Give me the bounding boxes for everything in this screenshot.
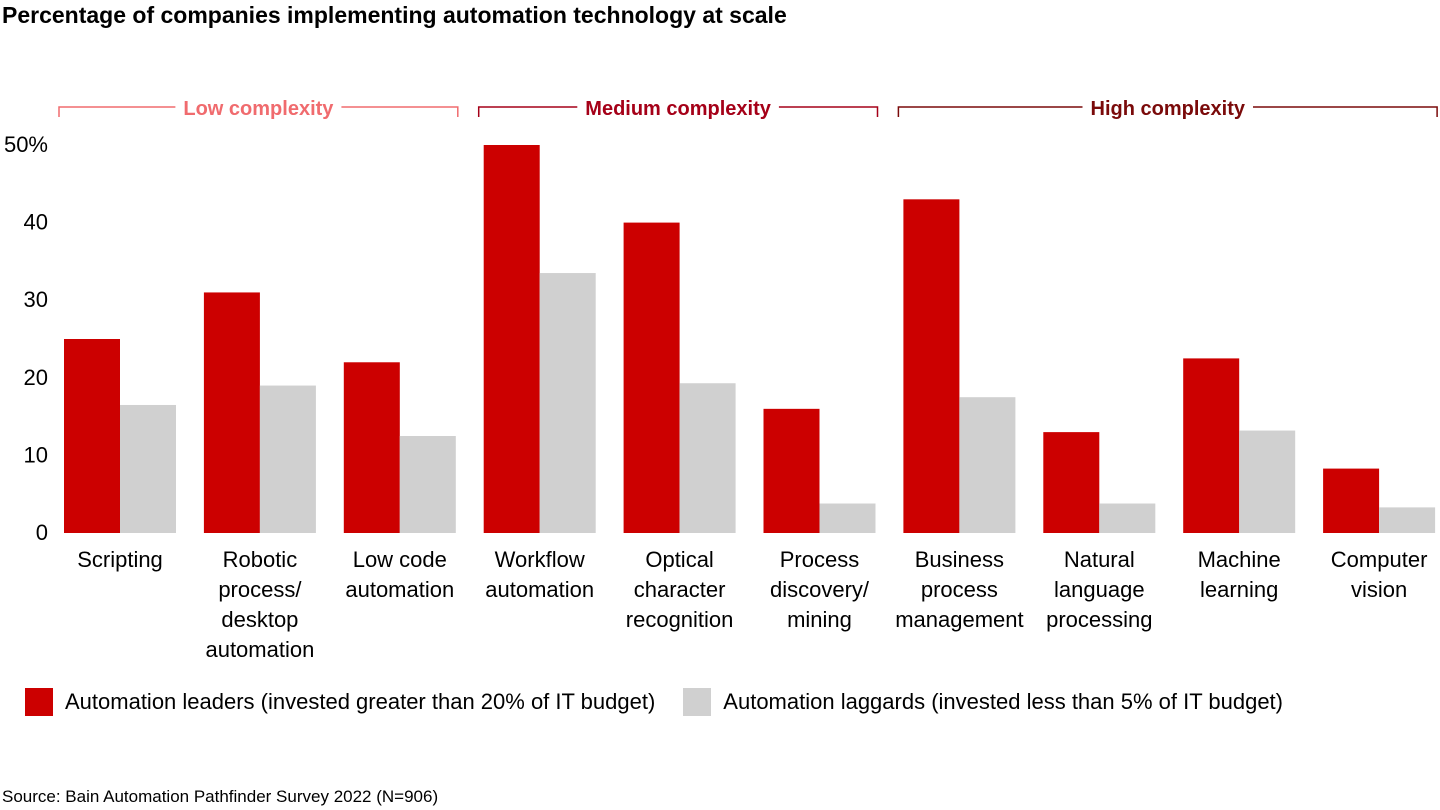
bar-laggards (1379, 507, 1436, 533)
y-tick-label: 40 (24, 210, 48, 235)
group-high-complexity: High complexity (897, 98, 1438, 120)
legend-label-leaders: Automation leaders (invested greater tha… (65, 689, 656, 714)
bar-leaders (203, 292, 260, 533)
x-tick-label: Computer vision (1331, 547, 1428, 602)
group-label: Low complexity (183, 98, 334, 120)
bar-leaders (903, 199, 960, 533)
x-tick-label: Machine learning (1198, 547, 1281, 602)
bar-leaders (1043, 432, 1100, 533)
legend-item-leaders: Automation leaders (invested greater tha… (25, 688, 655, 716)
y-tick-label: 10 (24, 442, 48, 467)
group-bracket (897, 106, 1438, 117)
bars (64, 145, 1436, 533)
group-medium-complexity: Medium complexity (477, 98, 879, 120)
group-low-complexity: Low complexity (58, 98, 459, 120)
x-tick-label: Robotic process/desktop automation (205, 547, 314, 662)
group-label: High complexity (1091, 98, 1246, 120)
bar-leaders (623, 222, 680, 533)
complexity-groups: Low complexity Medium complexity High comp… (58, 98, 1438, 120)
bar-leaders (763, 408, 820, 533)
bar-leaders (64, 339, 120, 533)
y-tick-label: 30 (24, 287, 48, 312)
x-tick-label: Process discovery/mining (770, 547, 870, 632)
bar-laggards (399, 436, 456, 533)
y-tick-label: 0 (36, 520, 48, 545)
legend-swatch-leaders (25, 688, 53, 716)
y-axis: 0 10 20 30 40 50% (4, 132, 48, 545)
legend-label-laggards: Automation laggards (invested less than … (723, 689, 1283, 714)
x-tick-label: Business process management (895, 547, 1023, 632)
bar-chart: Low complexity Medium complexity High comp… (4, 98, 1438, 662)
legend: Automation leaders (invested greater tha… (25, 688, 1311, 716)
bar-laggards (120, 404, 176, 533)
bar-laggards (1099, 503, 1156, 533)
bar-laggards (819, 503, 876, 533)
x-tick-label: Workflow automation (485, 547, 594, 602)
group-label: Medium complexity (585, 98, 771, 120)
bar-laggards (259, 385, 316, 533)
bar-leaders (483, 145, 540, 533)
x-tick-label: Scripting (77, 547, 163, 572)
group-bracket (58, 106, 459, 117)
group-bracket (477, 106, 879, 117)
bar-laggards (679, 383, 736, 533)
x-tick-label: Optical character recognition (626, 547, 734, 632)
bar-laggards (539, 273, 596, 533)
legend-swatch-laggards (683, 688, 712, 716)
chart-title: Percentage of companies implementing aut… (2, 2, 787, 28)
legend-item-laggards: Automation laggards (invested less than … (683, 688, 1283, 716)
bar-laggards (959, 397, 1016, 533)
bar-leaders (1183, 358, 1240, 533)
y-tick-label: 50% (4, 132, 48, 157)
bar-leaders (343, 362, 400, 533)
bar-laggards (1239, 430, 1296, 533)
x-tick-label: Natural language processing (1046, 547, 1152, 632)
source-note: Source: Bain Automation Pathfinder Surve… (2, 787, 439, 806)
y-tick-label: 20 (24, 365, 48, 390)
x-axis-labels: Scripting Robotic process/desktop automatio… (77, 547, 1427, 662)
x-tick-label: Low code automation (345, 547, 454, 602)
bar-leaders (1323, 468, 1380, 533)
